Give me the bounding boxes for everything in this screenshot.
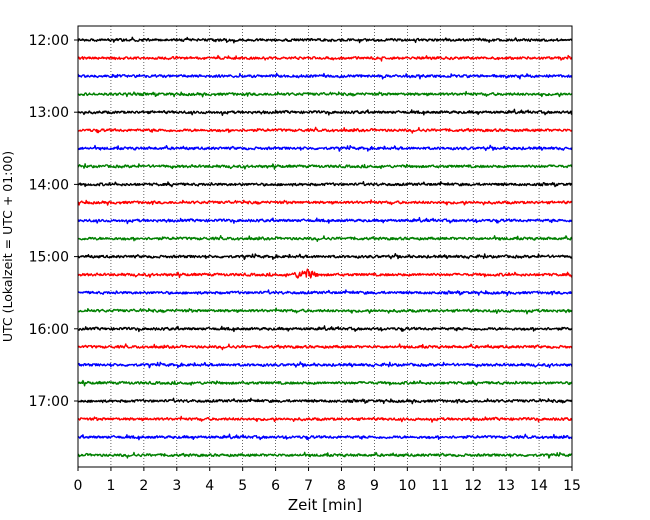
trace-1415 bbox=[77, 199, 573, 206]
x-tick-label: 15 bbox=[563, 478, 581, 494]
x-tick-label: 3 bbox=[172, 478, 181, 494]
trace-1345 bbox=[77, 163, 573, 170]
x-tick-label: 12 bbox=[464, 478, 482, 494]
trace-1315 bbox=[77, 126, 573, 134]
trace-1700 bbox=[77, 397, 573, 405]
x-axis-ticks: 0 1 2 3 4 5 6 7 8 9 10 11 12 13 14 15 bbox=[74, 467, 581, 494]
trace-1745 bbox=[77, 451, 573, 459]
x-tick-label: 8 bbox=[337, 478, 346, 494]
y-tick-label: 15:00 bbox=[29, 250, 69, 266]
x-tick-label: 14 bbox=[530, 478, 548, 494]
trace-1215 bbox=[77, 54, 573, 62]
y-axis-ticks: 12:00 13:00 14:00 15:00 16:00 17:00 bbox=[29, 33, 78, 410]
trace-1245 bbox=[77, 90, 573, 98]
trace-1545 bbox=[77, 307, 573, 315]
x-tick-label: 13 bbox=[497, 478, 515, 494]
trace-1730 bbox=[77, 433, 573, 441]
trace-1515 bbox=[77, 268, 573, 279]
y-tick-label: 17:00 bbox=[29, 394, 69, 410]
x-tick-label: 5 bbox=[238, 478, 247, 494]
y-tick-label: 14:00 bbox=[29, 177, 69, 193]
trace-1530 bbox=[77, 289, 573, 297]
trace-1300 bbox=[77, 108, 573, 116]
trace-1645 bbox=[77, 379, 573, 387]
trace-1330 bbox=[77, 144, 573, 152]
trace-1400 bbox=[77, 181, 573, 188]
x-tick-label: 9 bbox=[370, 478, 379, 494]
trace-1430 bbox=[77, 216, 573, 225]
trace-1200 bbox=[77, 36, 573, 44]
x-tick-label: 4 bbox=[205, 478, 214, 494]
x-tick-label: 7 bbox=[304, 478, 313, 494]
x-tick-label: 11 bbox=[431, 478, 449, 494]
trace-1630 bbox=[77, 361, 573, 369]
y-tick-label: 13:00 bbox=[29, 105, 69, 121]
trace-1230 bbox=[77, 72, 573, 80]
trace-1500 bbox=[77, 253, 573, 261]
plot-frame bbox=[77, 25, 573, 468]
trace-1615 bbox=[77, 343, 573, 351]
x-axis-label: Zeit [min] bbox=[288, 496, 362, 514]
y-tick-label: 12:00 bbox=[29, 33, 69, 49]
trace-1445 bbox=[77, 235, 573, 242]
x-tick-label: 0 bbox=[74, 478, 83, 494]
x-tick-label: 2 bbox=[139, 478, 148, 494]
y-axis-label: UTC (Lokalzeit = UTC + 01:00) bbox=[0, 151, 15, 342]
x-tick-label: 6 bbox=[271, 478, 280, 494]
trace-1600 bbox=[77, 325, 573, 333]
trace-1715 bbox=[77, 415, 573, 423]
trace-group bbox=[77, 36, 573, 459]
x-tick-label: 10 bbox=[398, 478, 416, 494]
x-tick-label: 1 bbox=[106, 478, 115, 494]
y-tick-label: 16:00 bbox=[29, 322, 69, 338]
